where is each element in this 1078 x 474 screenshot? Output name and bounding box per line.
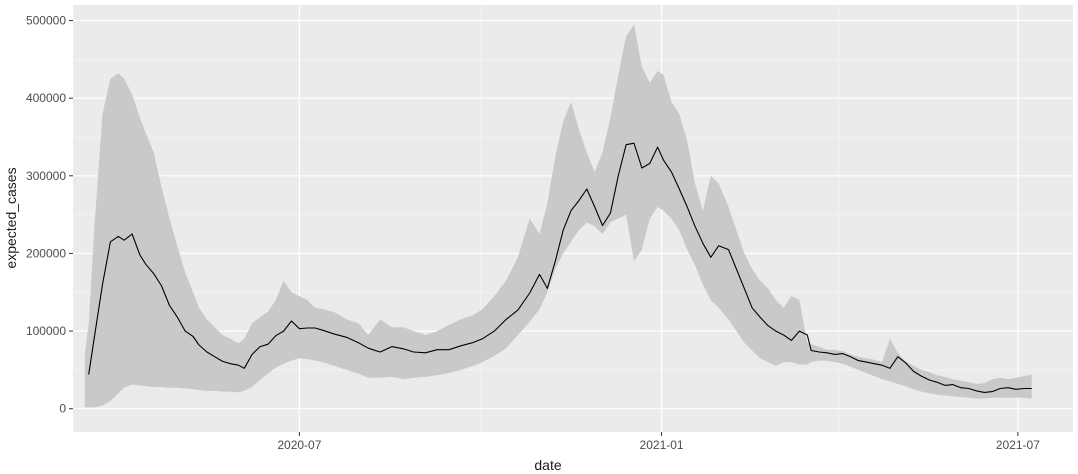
ribbon-layer: [84, 24, 1032, 408]
line-layer: [88, 142, 1032, 393]
x-tick-label: 2021-01: [640, 438, 684, 452]
y-axis: 0 100000 200000 300000 400000 500000: [26, 14, 73, 416]
y-tick-label: 0: [59, 402, 66, 416]
confidence-ribbon: [84, 24, 1032, 408]
y-tick-label: 300000: [26, 169, 66, 183]
x-tick-label: 2020-07: [277, 438, 321, 452]
y-axis-title: expected_cases: [3, 167, 19, 268]
y-tick-label: 500000: [26, 14, 66, 28]
y-tick-label: 400000: [26, 91, 66, 105]
x-axis: 2020-07 2021-01 2021-07: [277, 432, 1040, 452]
y-tick-label: 100000: [26, 324, 66, 338]
expected-cases-line: [88, 142, 1032, 393]
x-axis-title: date: [534, 457, 561, 473]
x-tick-label: 2021-07: [996, 438, 1040, 452]
y-tick-label: 200000: [26, 246, 66, 260]
